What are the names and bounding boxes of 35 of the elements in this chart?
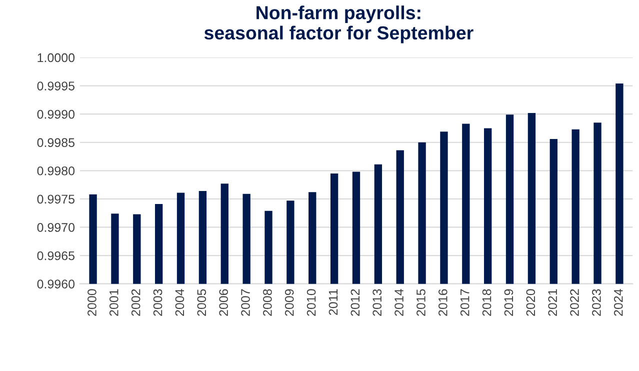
y-tick-label: 0.9985 <box>37 138 74 148</box>
x-tick-label: 2003 <box>153 289 162 316</box>
y-tick-label: 0.9990 <box>37 110 75 119</box>
x-tick-label: 2016 <box>438 289 448 316</box>
x-tick-label: 2000 <box>88 289 96 316</box>
x-tick-label: 2006 <box>219 289 228 316</box>
chart-title: Non-farm payrolls: seasonal factor for September <box>204 6 474 44</box>
x-tick-label: 2011 <box>328 289 338 315</box>
x-tick-label: 2018 <box>482 289 492 316</box>
x-tick-label: 2010 <box>306 289 316 316</box>
x-tick-label: 2009 <box>284 289 294 316</box>
x-tick-label: 2023 <box>592 289 601 316</box>
x-tick-label: 2004 <box>175 289 184 316</box>
y-tick-label: 0.9995 <box>37 82 74 90</box>
x-tick-label: 2008 <box>263 289 272 316</box>
x-tick-label: 2005 <box>197 289 206 316</box>
y-tick-label: 0.9975 <box>37 194 74 204</box>
x-tick-label: 2014 <box>394 289 404 316</box>
x-tick-label: 2015 <box>416 289 426 316</box>
x-tick-label: 2024 <box>614 289 623 316</box>
x-tick-label: 2022 <box>570 289 579 316</box>
y-tick-label: 0.9970 <box>37 223 75 232</box>
x-tick-label: 2007 <box>241 289 250 316</box>
x-tick-label: 2021 <box>548 289 558 316</box>
y-tick-label: 0.9965 <box>37 251 74 260</box>
x-tick-label: 2013 <box>372 289 382 316</box>
x-tick-label: 2012 <box>350 289 360 316</box>
x-tick-label: 2002 <box>131 289 140 316</box>
x-tick-label: 2017 <box>460 289 470 316</box>
y-tick-label: 0.9960 <box>37 280 75 288</box>
x-tick-label: 2020 <box>526 289 536 316</box>
x-tick-label: 2001 <box>109 289 118 316</box>
y-tick-label: 1.0000 <box>38 53 75 62</box>
y-tick-label: 0.9980 <box>37 166 75 176</box>
x-tick-label: 2019 <box>504 289 514 316</box>
